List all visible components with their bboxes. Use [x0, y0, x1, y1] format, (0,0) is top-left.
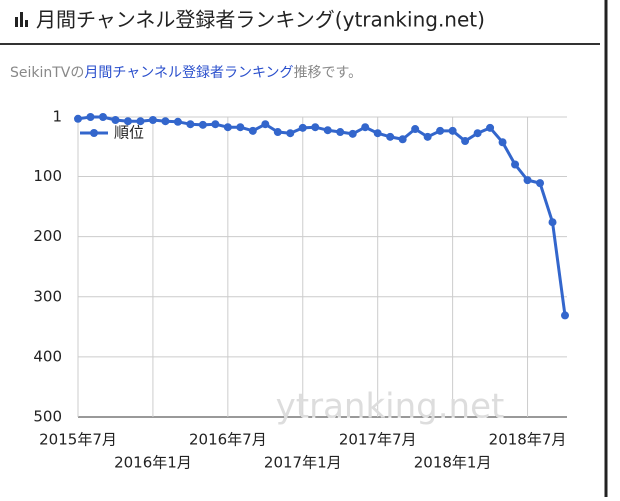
data-point — [248, 126, 257, 135]
data-point — [198, 120, 207, 129]
y-tick-label: 500 — [33, 408, 62, 426]
data-point — [298, 123, 307, 132]
data-point — [223, 123, 232, 132]
data-point — [523, 176, 532, 185]
x-tick-label: 2015年7月 — [39, 431, 117, 449]
y-tick-label: 200 — [33, 227, 62, 245]
legend-marker — [90, 129, 98, 137]
data-point — [311, 123, 320, 132]
data-point — [373, 129, 382, 138]
series-line — [77, 115, 567, 316]
data-point — [411, 125, 420, 134]
data-point — [561, 311, 569, 320]
subtitle-suffix: 推移です。 — [294, 65, 363, 81]
data-point — [148, 116, 157, 125]
data-point — [436, 126, 445, 135]
header-icon — [15, 12, 28, 27]
x-tick-label: 2016年1月 — [114, 454, 192, 472]
data-point — [136, 117, 145, 126]
x-tick-label: 2017年1月 — [264, 454, 342, 472]
data-point — [161, 117, 170, 126]
data-point — [186, 120, 195, 129]
x-tick-label: 2017年7月 — [339, 431, 417, 449]
y-tick-label: 400 — [33, 347, 62, 365]
data-point — [236, 123, 245, 132]
x-tick-label: 2016年7月 — [189, 431, 267, 449]
y-tick-label: 1 — [52, 108, 62, 126]
watermark: ytranking.net — [276, 387, 505, 427]
data-point — [361, 123, 370, 132]
data-point — [123, 117, 132, 126]
data-point — [111, 116, 120, 125]
data-point — [548, 218, 557, 227]
data-point — [398, 135, 407, 144]
data-point — [86, 113, 95, 121]
data-point — [74, 114, 82, 123]
subtitle: SeikinTVの月間チャンネル登録者ランキング推移です。 — [10, 65, 362, 81]
x-tick-label: 2018年7月 — [489, 431, 567, 449]
data-point — [461, 137, 470, 146]
data-point — [286, 129, 295, 138]
data-point — [536, 179, 545, 188]
data-point — [473, 129, 482, 138]
data-point — [211, 120, 220, 129]
data-point — [336, 128, 345, 137]
data-point — [498, 138, 507, 147]
data-point — [323, 126, 332, 135]
data-point — [173, 117, 182, 126]
data-point — [511, 160, 520, 169]
data-point — [386, 132, 395, 141]
legend-label: 順位 — [114, 124, 144, 142]
x-tick-label: 2018年1月 — [414, 454, 492, 472]
data-point — [273, 128, 282, 137]
y-tick-label: 100 — [33, 167, 62, 185]
subtitle-link[interactable]: 月間チャンネル登録者ランキング — [84, 65, 293, 81]
data-point — [348, 129, 357, 138]
data-point — [486, 123, 495, 132]
subtitle-prefix: SeikinTVの — [10, 65, 84, 81]
data-point — [423, 132, 432, 141]
y-tick-label: 300 — [33, 287, 62, 305]
header-title: 月間チャンネル登録者ランキング(ytranking.net) — [36, 8, 485, 32]
data-point — [261, 120, 270, 129]
data-point — [98, 113, 107, 121]
data-point — [448, 126, 457, 135]
